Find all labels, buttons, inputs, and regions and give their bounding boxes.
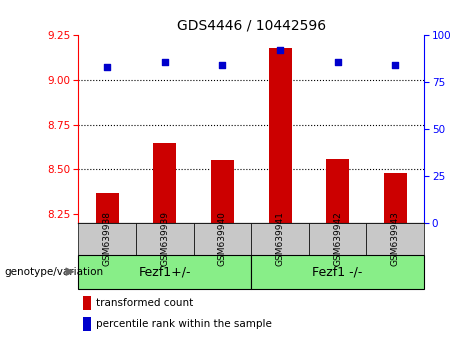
Text: genotype/variation: genotype/variation (5, 267, 104, 277)
Point (334, 59, 341, 64)
Bar (251, 255, 424, 289)
Bar (83, 317, 91, 331)
Point (103, 64, 111, 70)
Bar (78, 255, 251, 289)
Bar (309, 223, 366, 255)
Point (219, 63, 226, 68)
Bar (153, 143, 176, 223)
Bar (251, 223, 309, 255)
Bar (268, 48, 291, 223)
Bar (136, 223, 194, 255)
Text: Fezf1+/-: Fezf1+/- (139, 265, 191, 278)
Bar (83, 296, 91, 310)
Bar (96, 193, 118, 223)
Bar (384, 173, 407, 223)
Point (277, 47, 284, 53)
Text: transformed count: transformed count (96, 298, 193, 308)
Text: GSM639942: GSM639942 (333, 212, 342, 266)
Text: GSM639938: GSM639938 (103, 211, 112, 267)
Text: GSM639943: GSM639943 (391, 211, 400, 267)
Text: GSM639939: GSM639939 (160, 211, 169, 267)
Bar (211, 160, 234, 223)
Text: percentile rank within the sample: percentile rank within the sample (96, 319, 272, 329)
Bar (366, 223, 424, 255)
Text: Fezf1 -/-: Fezf1 -/- (313, 265, 363, 278)
Text: GSM639940: GSM639940 (218, 211, 227, 267)
Bar (78, 223, 136, 255)
Title: GDS4446 / 10442596: GDS4446 / 10442596 (177, 19, 326, 33)
Bar (326, 159, 349, 223)
Point (392, 63, 399, 68)
Text: GSM639941: GSM639941 (276, 211, 284, 267)
Bar (194, 223, 251, 255)
Point (161, 59, 169, 64)
